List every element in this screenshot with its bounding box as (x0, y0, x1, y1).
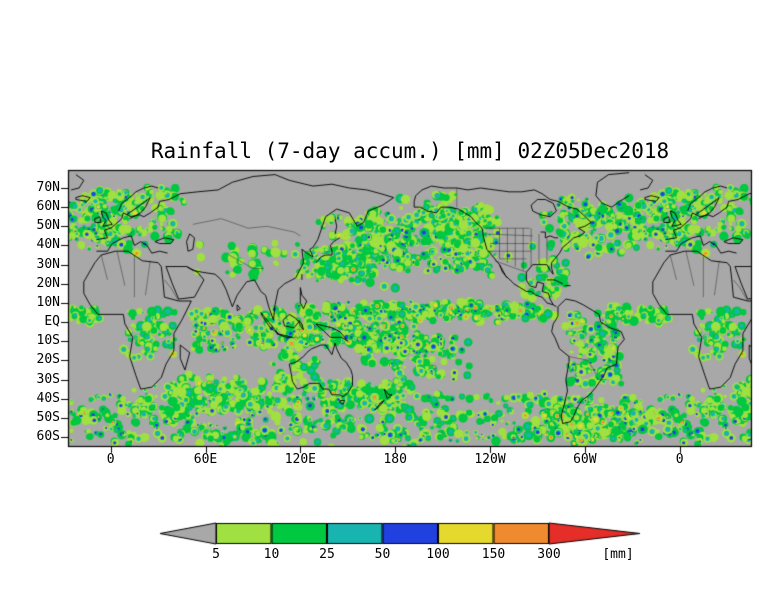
lat-label-20n: 20N (36, 275, 60, 291)
lat-label-10n: 10N (36, 294, 60, 310)
lon-label-1-60e: 60E (193, 452, 218, 467)
lat-label-60s: 60S (36, 429, 60, 444)
lat-label-30s: 30S (36, 371, 60, 387)
colorbar-level-25: 25 (319, 547, 335, 562)
lon-label-6-0: 0 (675, 452, 684, 467)
colorbar-unit-label: [mm] (602, 547, 634, 562)
figure-title: Rainfall (7-day accum.) [mm] 02Z05Dec201… (150, 139, 670, 163)
lat-label-70n: 70N (36, 180, 60, 195)
colorbar-level-50: 50 (374, 547, 391, 562)
lon-label-3-180: 180 (383, 452, 407, 467)
lat-label-eq: EQ (44, 314, 60, 330)
colorbar-level-300: 300 (537, 547, 561, 562)
lon-label-5-60w: 60W (573, 452, 597, 467)
lon-label-4-120w: 120W (474, 452, 506, 467)
lon-label-2-120e: 120E (284, 452, 317, 467)
lat-label-50s: 50S (36, 409, 60, 425)
colorbar-level-5: 5 (212, 547, 220, 562)
lon-label-0-0: 0 (106, 452, 115, 467)
lat-label-60n: 60N (36, 199, 60, 215)
colorbar-level-150: 150 (481, 547, 506, 562)
lat-label-20s: 20S (36, 352, 60, 368)
colorbar-level-100: 100 (426, 547, 450, 562)
lat-label-50n: 50N (36, 218, 60, 234)
colorbar-level-10: 10 (263, 547, 280, 562)
lat-label-10s: 10S (36, 333, 60, 349)
lat-label-40s: 40S (36, 390, 60, 406)
lat-label-30n: 30N (36, 256, 60, 272)
lat-label-40n: 40N (36, 237, 60, 253)
